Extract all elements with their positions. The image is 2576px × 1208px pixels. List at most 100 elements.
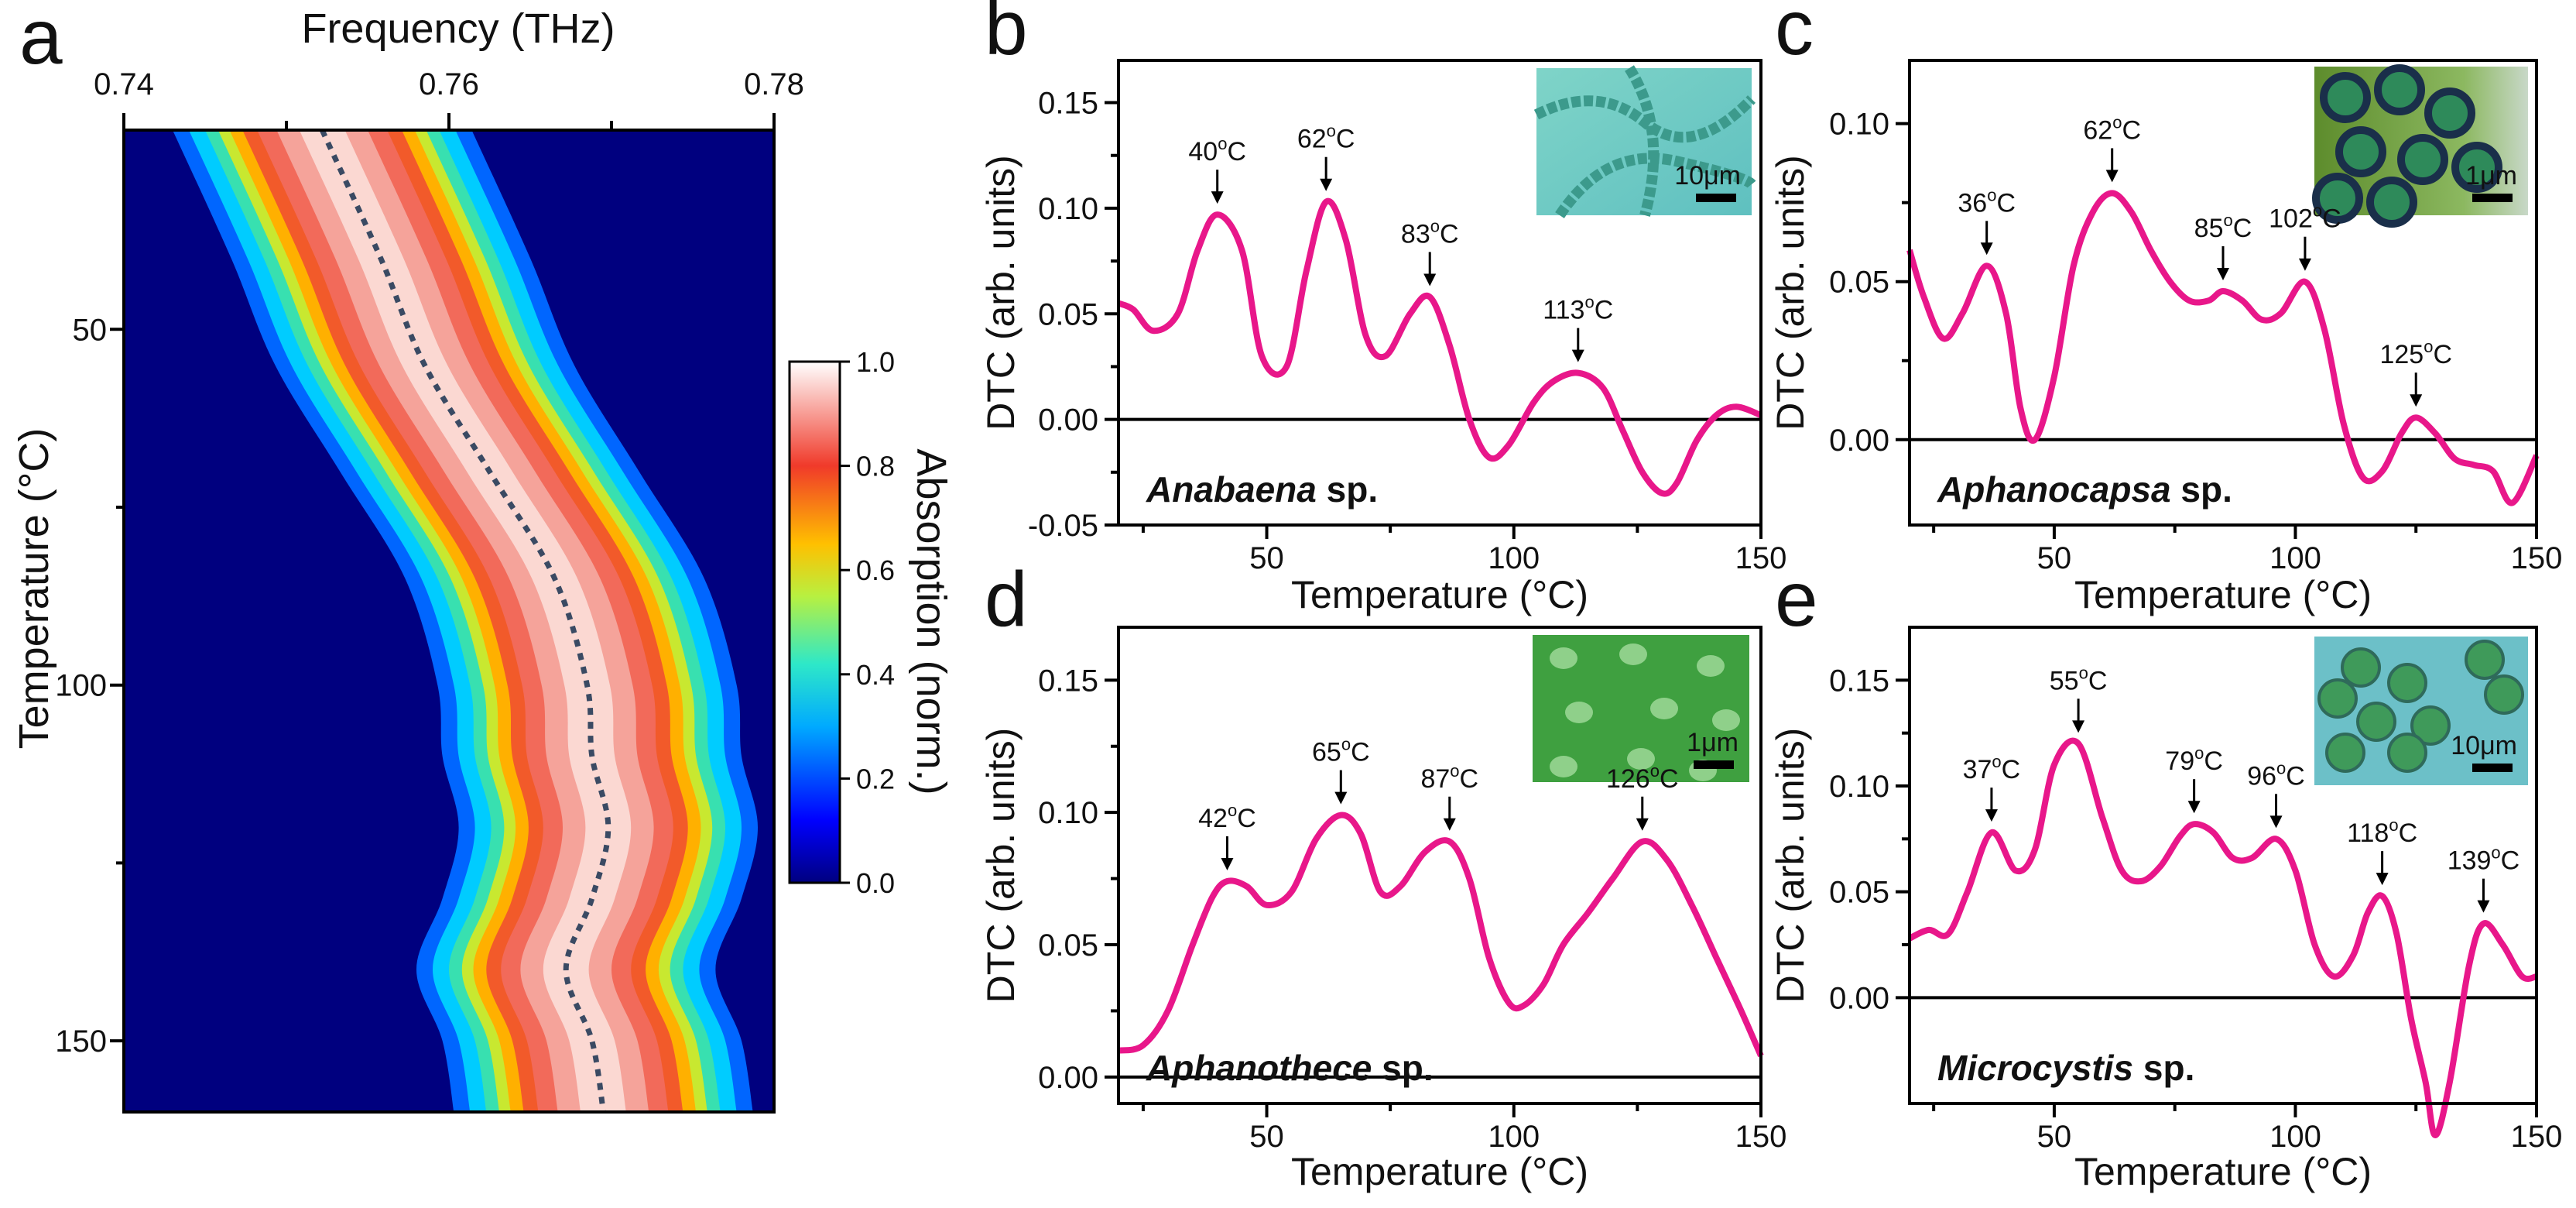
peak-annotation: 65oC bbox=[1312, 735, 1370, 805]
peak-value: 118 bbox=[2347, 818, 2389, 848]
peak-annotation: 85oC bbox=[2194, 211, 2252, 280]
colorbar-tick-labels: 0.0 0.2 0.4 0.6 0.8 1.0 bbox=[840, 346, 895, 899]
peak-arrow-head bbox=[2298, 258, 2311, 271]
peak-value: 113 bbox=[1543, 296, 1584, 325]
peak-arrow-head bbox=[2410, 394, 2423, 407]
peak-annotation: 79oC bbox=[2165, 743, 2223, 814]
scale-bar-label: 10μm bbox=[2451, 731, 2517, 760]
peak-value: 36 bbox=[1958, 188, 1987, 218]
x-axis-title: Temperature (°C) bbox=[1291, 1150, 1588, 1193]
y-tick-label: 0.15 bbox=[1038, 664, 1098, 698]
peak-unit-superscript: o bbox=[1450, 761, 1459, 781]
heatmap-absorption-band bbox=[173, 130, 758, 1112]
peak-arrow-head bbox=[2477, 900, 2490, 913]
x-tick-label: 150 bbox=[2511, 541, 2563, 575]
microscope-inset: 10μm bbox=[2314, 637, 2528, 785]
species-label: Anabaena sp. bbox=[1146, 469, 1378, 510]
y-tick-label: 0.00 bbox=[1038, 403, 1098, 438]
peak-arrow-head bbox=[1423, 273, 1437, 287]
peak-unit-superscript: o bbox=[1992, 752, 2001, 771]
peak-unit-letter: C bbox=[1440, 219, 1459, 249]
cell-dot bbox=[1712, 709, 1740, 731]
temperature-axis-title: Temperature (°C) bbox=[11, 428, 57, 750]
frequency-tick-label: 0.74 bbox=[94, 67, 154, 101]
plot-frame bbox=[1908, 626, 2538, 1105]
peak-value: 62 bbox=[1297, 125, 1327, 154]
peak-arrow-head bbox=[2105, 170, 2119, 183]
cell-ring bbox=[2320, 72, 2371, 123]
y-tick-label: 0.10 bbox=[1829, 770, 1889, 804]
temperature-tick-label: 150 bbox=[55, 1024, 107, 1059]
frequency-axis-title: Frequency (THz) bbox=[301, 5, 615, 52]
peak-label: 102oC bbox=[2269, 201, 2341, 234]
y-tick-label: 0.10 bbox=[1038, 796, 1098, 830]
x-tick-label: 100 bbox=[2269, 1120, 2321, 1154]
y-tick-label: 0.00 bbox=[1829, 981, 1889, 1015]
peak-annotation: 83oC bbox=[1401, 216, 1459, 287]
dtc-curve bbox=[1908, 737, 2537, 1138]
colorbar-tick-label: 0.4 bbox=[856, 659, 895, 691]
peak-unit-superscript: o bbox=[2491, 843, 2500, 863]
peak-label: 113oC bbox=[1543, 293, 1613, 325]
colorbar-tick-label: 1.0 bbox=[856, 346, 895, 378]
peak-unit-superscript: o bbox=[2079, 663, 2088, 682]
peak-unit-letter: C bbox=[1996, 188, 2016, 218]
x-axis-title: Temperature (°C) bbox=[2074, 573, 2372, 616]
x-tick-label: 100 bbox=[1488, 1120, 1540, 1154]
peak-unit-superscript: o bbox=[2389, 815, 2398, 835]
peak-value: 42 bbox=[1198, 804, 1228, 833]
peak-annotation: 126oC bbox=[1606, 761, 1679, 831]
peak-arrow-head bbox=[1221, 858, 1234, 870]
x-axis-title: Temperature (°C) bbox=[1291, 573, 1588, 616]
species-genus: Aphanothece bbox=[1146, 1048, 1372, 1088]
panel-letter-a: a bbox=[19, 0, 63, 81]
peak-label: 85oC bbox=[2194, 211, 2252, 243]
peak-value: 125 bbox=[2379, 340, 2424, 369]
peak-arrow-head bbox=[2072, 720, 2085, 733]
peak-unit-letter: C bbox=[2204, 746, 2223, 776]
peak-unit-superscript: o bbox=[2112, 112, 2122, 132]
peak-arrow-head bbox=[1320, 178, 1333, 191]
peak-unit-superscript: o bbox=[1228, 801, 1237, 820]
peak-unit-letter: C bbox=[2399, 818, 2418, 848]
frequency-tick-label: 0.78 bbox=[744, 67, 804, 101]
cell-ring bbox=[2451, 142, 2502, 193]
peak-label: 65oC bbox=[1312, 735, 1370, 767]
peak-arrow-head bbox=[1211, 191, 1224, 204]
peak-unit-letter: C bbox=[1336, 125, 1355, 154]
peak-annotation: 40oC bbox=[1188, 134, 1246, 204]
peak-unit-superscript: o bbox=[1650, 761, 1660, 781]
scale-bar bbox=[1694, 760, 1734, 769]
peak-label: 42oC bbox=[1198, 801, 1256, 833]
peak-arrow-head bbox=[1571, 349, 1584, 362]
scale-bar bbox=[2472, 764, 2513, 772]
absorption-band-level-8 bbox=[299, 130, 632, 1112]
y-axis-title: DTC (arb. units) bbox=[979, 155, 1023, 431]
peak-annotation: 62oC bbox=[1297, 122, 1355, 191]
cell-dot bbox=[1550, 647, 1577, 669]
cell-ring bbox=[2374, 64, 2425, 115]
peak-unit-superscript: o bbox=[2424, 337, 2433, 356]
peak-unit-letter: C bbox=[1237, 804, 1256, 833]
peak-arrow-head bbox=[1985, 809, 1998, 822]
colorbar-gradient bbox=[790, 362, 840, 883]
x-tick-label: 100 bbox=[2269, 541, 2321, 575]
species-label: Aphanothece sp. bbox=[1146, 1048, 1434, 1088]
colorbar-tick-label: 0.6 bbox=[856, 554, 895, 586]
microscope-inset: 10μm bbox=[1533, 65, 1756, 218]
peak-label: 62oC bbox=[1297, 122, 1355, 154]
species-suffix: sp. bbox=[2133, 1048, 2194, 1088]
panel-letter-e: e bbox=[1775, 556, 1818, 643]
peak-arrow-head bbox=[1980, 242, 1993, 256]
peak-annotation: 55oC bbox=[2050, 663, 2107, 733]
peak-unit-letter: C bbox=[1660, 764, 1679, 794]
x-tick-label: 150 bbox=[2511, 1120, 2563, 1154]
peak-value: 139 bbox=[2448, 846, 2492, 876]
peak-annotation: 96oC bbox=[2247, 758, 2305, 829]
peak-arrow-head bbox=[1443, 818, 1456, 831]
species-suffix: sp. bbox=[1317, 469, 1378, 510]
dtc-curve bbox=[1906, 190, 2540, 506]
y-tick-label: -0.05 bbox=[1028, 509, 1098, 543]
species-genus: Aphanocapsa bbox=[1937, 469, 2171, 510]
